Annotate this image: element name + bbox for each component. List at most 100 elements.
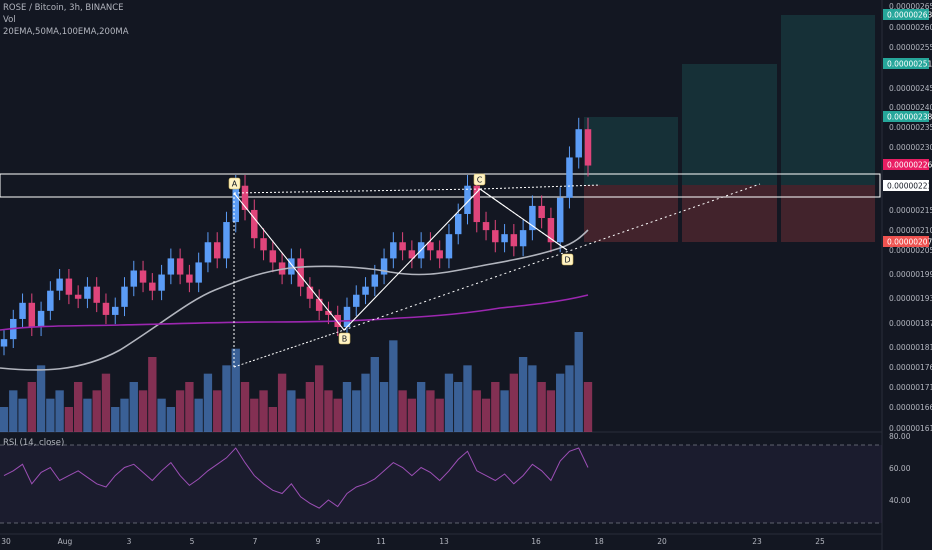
volume-bar [389, 340, 398, 432]
candle-body [566, 157, 573, 198]
volume-bar [268, 407, 277, 432]
candle-body [149, 282, 156, 291]
candle-body [464, 185, 471, 214]
current-price-badge: 0.00000226 [887, 161, 932, 170]
time-tick: 3 [127, 537, 132, 546]
candle-body [102, 302, 110, 315]
volume-bar [509, 373, 519, 432]
point-b-label: B [342, 335, 348, 344]
price-tick: 0.00000187 [889, 319, 932, 328]
candle-body [492, 230, 499, 243]
volume-bar [240, 382, 250, 432]
volume-bar [537, 382, 546, 432]
price-tick: 0.00000161 [889, 424, 932, 433]
time-tick: 18 [594, 537, 604, 546]
candle-body [121, 286, 128, 307]
target-2-badge: 0.00000251 [887, 60, 932, 69]
price-axis[interactable]: 0.00000265 0.00000260 0.00000255 0.00000… [889, 2, 932, 433]
volume-bar [546, 390, 556, 432]
point-a-marker[interactable]: A [228, 177, 241, 190]
time-tick: 7 [253, 537, 258, 546]
candle-body [390, 242, 397, 259]
volume-bar [407, 398, 417, 432]
volume-bar [83, 398, 92, 432]
volume-bar [101, 373, 111, 432]
time-tick: 30 [1, 537, 11, 546]
volume-bar [120, 398, 129, 432]
time-tick: 13 [439, 537, 449, 546]
price-tick: 0.00000235 [889, 123, 932, 132]
price-tick: 0.00000181 [889, 343, 932, 352]
candle-body [362, 286, 369, 295]
resistance-zone[interactable] [0, 173, 881, 198]
price-tick: 0.00000230 [889, 143, 932, 152]
candle-body [288, 258, 295, 275]
volume-bar [491, 382, 500, 432]
volume-legend[interactable]: Vol [3, 15, 16, 25]
ma200-line [0, 294, 589, 331]
candle-body [158, 274, 165, 291]
volume-bar [222, 365, 231, 432]
volume-bar [287, 390, 296, 432]
volume-bar [472, 390, 481, 432]
candle-body [519, 230, 527, 247]
stop-zone-3 [781, 185, 875, 242]
candle-body [436, 250, 443, 259]
volume-bar [138, 390, 148, 432]
point-d-label: D [564, 256, 570, 265]
candle-body [251, 209, 258, 239]
time-tick: 20 [657, 537, 667, 546]
volume-bar [444, 373, 454, 432]
resistance-badge: 0.00000221 [887, 182, 932, 191]
point-b-marker[interactable]: B [338, 332, 351, 345]
volume-bar [528, 365, 537, 432]
time-tick: 23 [752, 537, 762, 546]
pattern-line-c-d [479, 188, 568, 251]
candle-body [176, 258, 184, 275]
volume-histogram [0, 332, 593, 432]
abcd-pattern[interactable] [233, 183, 761, 368]
volume-bar [416, 382, 426, 432]
volume-bar [426, 390, 435, 432]
ma-legend[interactable]: 20EMA,50MA,100EMA,200MA [3, 27, 129, 37]
ema20-line [0, 229, 589, 371]
time-axis[interactable]: 30 Aug 3 5 7 9 11 13 16 18 20 23 25 [1, 537, 825, 546]
symbol-title[interactable]: ROSE / Bitcoin, 3h, BINANCE [3, 3, 124, 13]
stop-zone-1 [584, 185, 678, 242]
target-zone-2 [682, 64, 777, 185]
time-tick: Aug [58, 537, 73, 546]
candle-body [343, 306, 351, 328]
volume-bar [379, 382, 389, 432]
candle-body [28, 302, 36, 328]
volume-bar [18, 398, 27, 432]
volume-bar [565, 365, 574, 432]
price-tick: 0.00000265 [889, 2, 932, 11]
candle-body [584, 129, 592, 166]
volume-bar [46, 398, 55, 432]
volume-bar [259, 390, 268, 432]
point-d-marker[interactable]: D [561, 253, 574, 266]
stop-zone-2 [682, 185, 777, 242]
volume-bar [574, 332, 583, 432]
volume-bar [111, 407, 120, 432]
price-tick: 0.00000199 [889, 270, 932, 279]
volume-bar [231, 348, 240, 432]
target-3-badge: 0.00000263 [887, 11, 932, 20]
rsi-legend[interactable]: RSI (14, close) [3, 438, 65, 448]
candle-body [19, 302, 26, 319]
volume-bar [92, 390, 101, 432]
volume-bar [361, 373, 370, 432]
price-tick: 0.00000176 [889, 363, 932, 372]
time-tick: 16 [531, 537, 541, 546]
candle-body [297, 258, 304, 287]
point-c-marker[interactable]: C [473, 173, 486, 186]
rsi-line [3, 447, 589, 509]
price-badges: 0.00000263 0.00000251 0.00000238 0.00000… [883, 9, 932, 247]
candle-body [47, 290, 54, 311]
candle-body [547, 218, 555, 243]
candle-body [232, 185, 239, 223]
rsi-tick: 40.00 [889, 496, 911, 505]
price-tick: 0.00000193 [889, 294, 932, 303]
price-tick: 0.00000255 [889, 43, 932, 52]
